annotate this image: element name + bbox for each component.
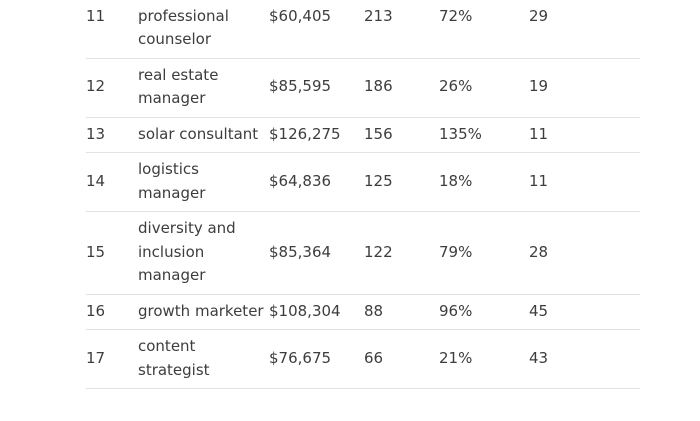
- job-title-cell: licensed professional counselor: [138, 0, 269, 59]
- salary-cell: $85,595: [269, 58, 364, 118]
- table-row: 12 real estate manager $85,595 186 26% 1…: [86, 58, 640, 118]
- rank-cell: 17: [86, 329, 138, 389]
- value-cell: 11: [529, 117, 640, 153]
- growth-cell: 21%: [439, 329, 529, 389]
- table-row: 13 solar consultant $126,275 156 135% 11: [86, 117, 640, 153]
- job-title-cell: growth marketer: [138, 294, 269, 330]
- job-title-cell: solar consultant: [138, 117, 269, 153]
- value-cell: 29: [529, 0, 640, 59]
- rank-cell: 14: [86, 152, 138, 212]
- jobs-table: 11 licensed professional counselor $60,4…: [86, 0, 640, 389]
- salary-cell: $60,405: [269, 0, 364, 59]
- jobs-table-body: 11 licensed professional counselor $60,4…: [86, 0, 640, 389]
- openings-cell: 186: [364, 58, 439, 118]
- value-cell: 45: [529, 294, 640, 330]
- rank-cell: 13: [86, 117, 138, 153]
- table-row: 16 growth marketer $108,304 88 96% 45: [86, 294, 640, 330]
- openings-cell: 125: [364, 152, 439, 212]
- openings-cell: 66: [364, 329, 439, 389]
- growth-cell: 26%: [439, 58, 529, 118]
- table-row: 14 logistics manager $64,836 125 18% 11: [86, 152, 640, 212]
- job-title-cell: content strategist: [138, 329, 269, 389]
- openings-cell: 88: [364, 294, 439, 330]
- job-title-cell: real estate manager: [138, 58, 269, 118]
- openings-cell: 213: [364, 0, 439, 59]
- salary-cell: $76,675: [269, 329, 364, 389]
- rank-cell: 16: [86, 294, 138, 330]
- job-title-cell: logistics manager: [138, 152, 269, 212]
- value-cell: 28: [529, 211, 640, 295]
- job-title-cell: diversity and inclusion manager: [138, 211, 269, 295]
- growth-cell: 18%: [439, 152, 529, 212]
- value-cell: 43: [529, 329, 640, 389]
- salary-cell: $108,304: [269, 294, 364, 330]
- growth-cell: 72%: [439, 0, 529, 59]
- growth-cell: 79%: [439, 211, 529, 295]
- openings-cell: 156: [364, 117, 439, 153]
- salary-cell: $85,364: [269, 211, 364, 295]
- value-cell: 19: [529, 58, 640, 118]
- openings-cell: 122: [364, 211, 439, 295]
- salary-cell: $126,275: [269, 117, 364, 153]
- growth-cell: 135%: [439, 117, 529, 153]
- table-row: 15 diversity and inclusion manager $85,3…: [86, 211, 640, 295]
- rank-cell: 12: [86, 58, 138, 118]
- table-row: 17 content strategist $76,675 66 21% 43: [86, 329, 640, 389]
- rank-cell: 11: [86, 0, 138, 59]
- table-row: 11 licensed professional counselor $60,4…: [86, 0, 640, 59]
- salary-cell: $64,836: [269, 152, 364, 212]
- rank-cell: 15: [86, 211, 138, 295]
- value-cell: 11: [529, 152, 640, 212]
- growth-cell: 96%: [439, 294, 529, 330]
